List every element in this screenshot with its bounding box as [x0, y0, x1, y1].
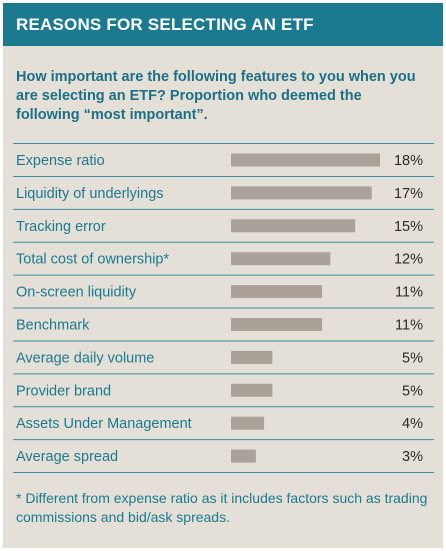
value-label-provider-brand: 5% — [402, 383, 423, 399]
category-label-average-spread: Average spread — [16, 449, 118, 465]
bar-on-screen-liquidity — [231, 285, 323, 299]
value-label-expense-ratio: 18% — [394, 153, 423, 169]
category-label-benchmark: Benchmark — [16, 318, 90, 334]
value-label-liquidity-of-underlyings: 17% — [394, 186, 423, 202]
bar-assets-under-management — [231, 416, 265, 430]
value-label-benchmark: 11% — [395, 318, 423, 334]
category-label-total-cost-of-ownership: Total cost of ownership* — [16, 252, 169, 268]
category-label-provider-brand: Provider brand — [16, 383, 111, 399]
chart-panel: REASONS FOR SELECTING AN ETF How importa… — [3, 3, 443, 548]
header-bar: REASONS FOR SELECTING AN ETF — [3, 3, 443, 46]
category-label-assets-under-management: Assets Under Management — [16, 416, 192, 432]
value-label-assets-under-management: 4% — [402, 416, 423, 432]
category-label-average-daily-volume: Average daily volume — [16, 350, 154, 366]
category-label-liquidity-of-underlyings: Liquidity of underlyings — [16, 186, 164, 202]
chart-title: REASONS FOR SELECTING AN ETF — [16, 15, 314, 34]
survey-question: How important are the following features… — [16, 69, 416, 123]
bar-provider-brand — [231, 383, 273, 397]
value-label-average-spread: 3% — [402, 449, 423, 465]
value-label-tracking-error: 15% — [394, 219, 423, 235]
bar-average-spread — [231, 449, 256, 463]
bar-tracking-error — [231, 219, 356, 233]
category-label-on-screen-liquidity: On-screen liquidity — [16, 285, 137, 301]
bar-benchmark — [231, 318, 323, 331]
value-label-on-screen-liquidity: 11% — [395, 285, 423, 301]
value-label-total-cost-of-ownership: 12% — [394, 252, 423, 268]
bar-expense-ratio — [231, 153, 380, 167]
bar-chart: Expense ratio 18% Liquidity of underlyings… — [13, 143, 434, 474]
category-label-expense-ratio: Expense ratio — [16, 153, 105, 169]
bar-average-daily-volume — [231, 350, 273, 364]
bar-liquidity-of-underlyings — [231, 186, 372, 200]
bar-total-cost-of-ownership — [231, 252, 331, 266]
value-label-average-daily-volume: 5% — [402, 350, 423, 366]
footnote: * Different from expense ratio as it inc… — [16, 490, 428, 525]
category-label-tracking-error: Tracking error — [16, 219, 106, 235]
